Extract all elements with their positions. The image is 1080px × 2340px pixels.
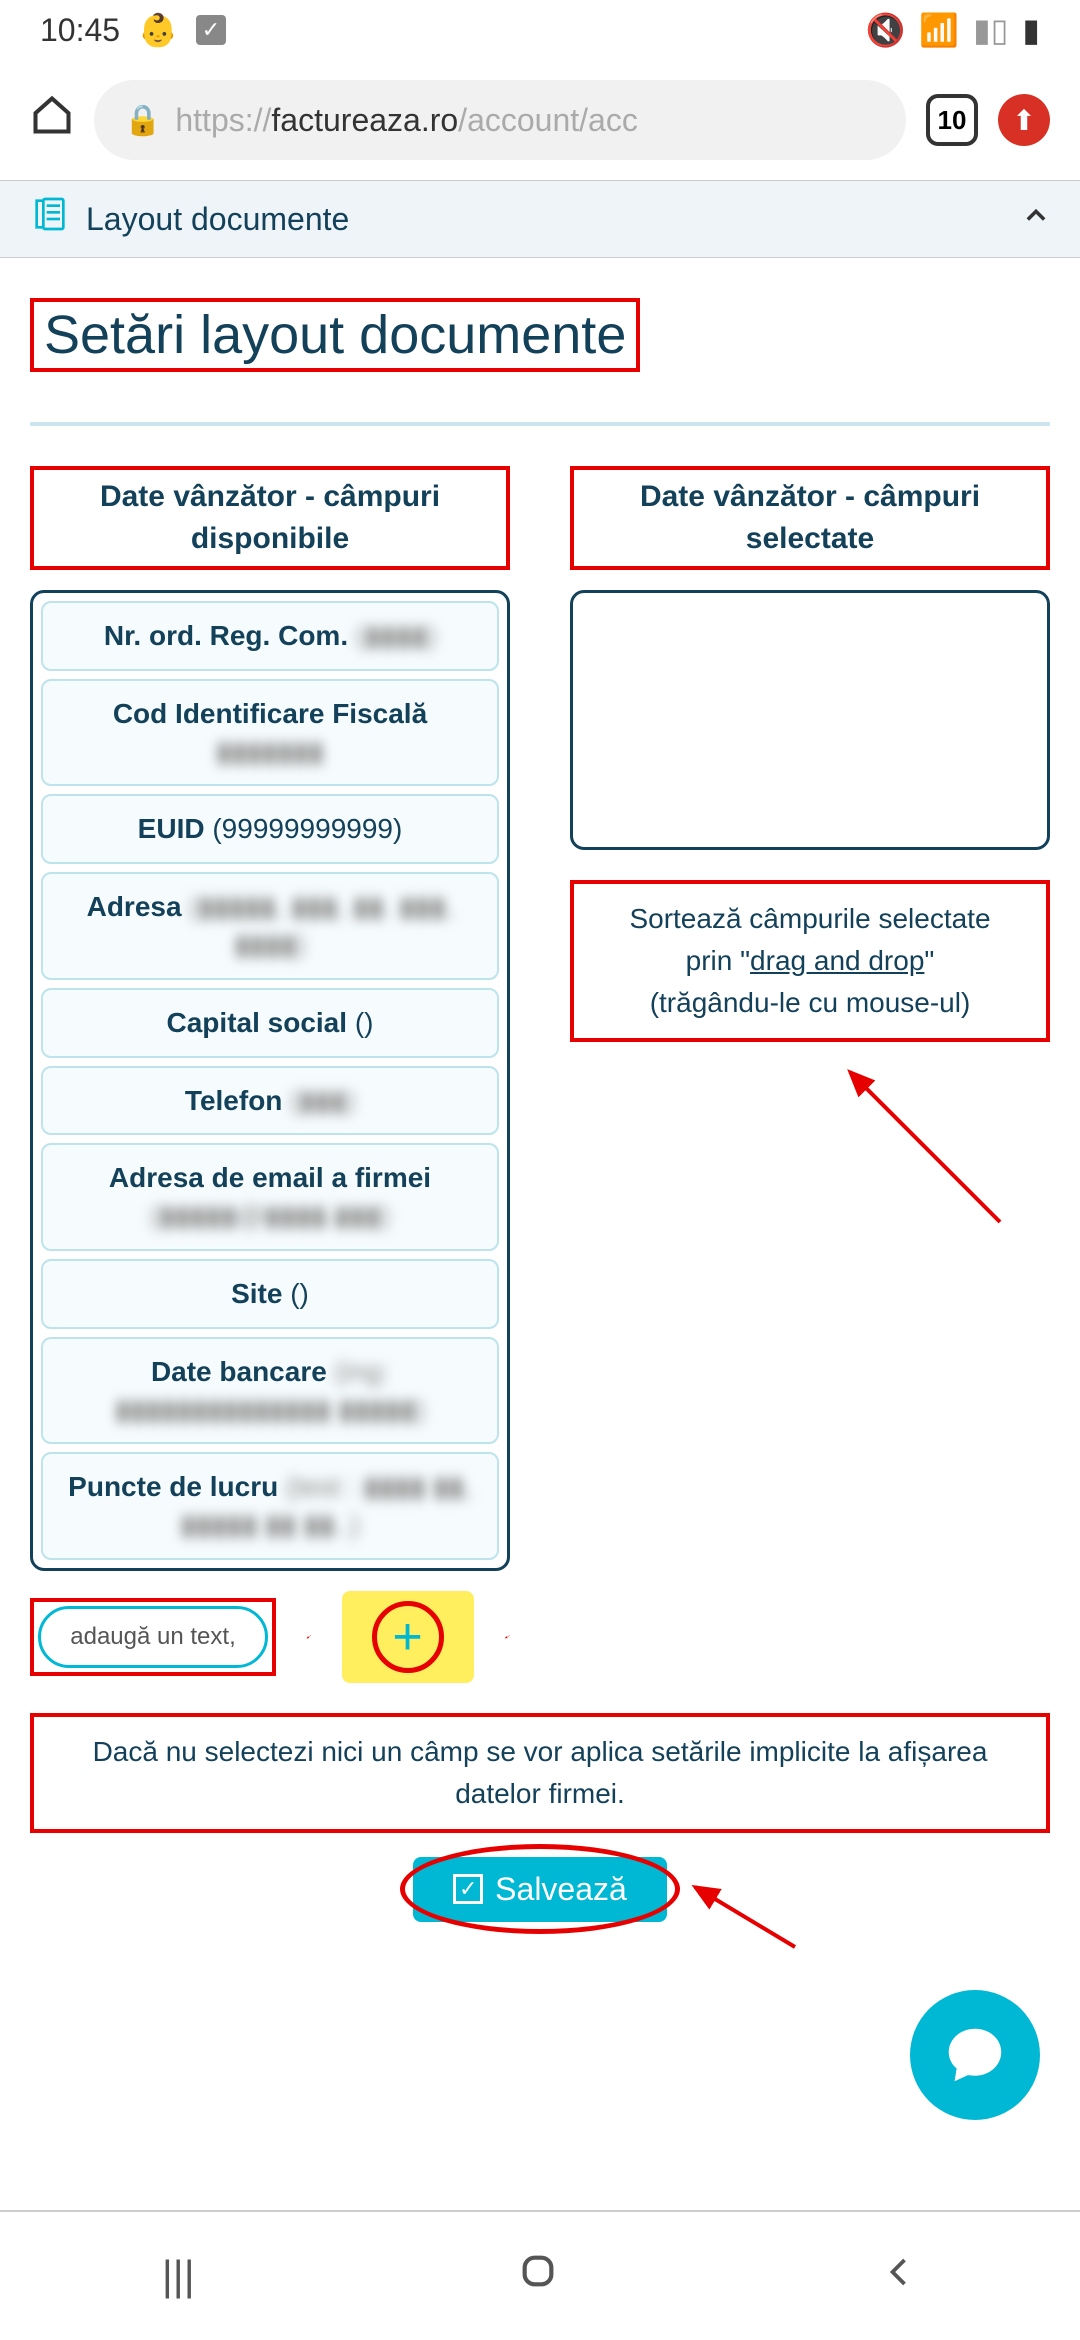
notif-icon: 👶: [138, 11, 178, 49]
url-path: /account/acc: [458, 102, 638, 139]
selected-fields-box[interactable]: [570, 590, 1050, 850]
available-fields-box: Nr. ord. Reg. Com. (▮▮▮▮) Cod Identifica…: [30, 590, 510, 1571]
divider: [30, 422, 1050, 426]
section-header[interactable]: Layout documente: [0, 180, 1080, 258]
drag-hint: Sortează câmpurile selectate prin "drag …: [570, 880, 1050, 1042]
save-button[interactable]: ✓ Salvează: [413, 1857, 667, 1922]
layout-icon: [30, 194, 70, 244]
field-item[interactable]: Cod Identificare Fiscală▮▮▮▮▮▮▮: [41, 679, 499, 787]
annotation-arrow: [830, 1052, 1010, 1232]
status-bar: 10:45 👶 ✓ 🔇 📶 ▮▯ ▮: [0, 0, 1080, 60]
add-text-input[interactable]: adaugă un text,: [38, 1606, 268, 1668]
add-text-highlight: adaugă un text,: [30, 1598, 276, 1676]
chat-button[interactable]: [910, 1990, 1040, 2120]
notif-icon: ✓: [196, 15, 226, 45]
annotation-arrow: [306, 1607, 312, 1667]
section-title: Layout documente: [86, 201, 349, 238]
wifi-icon: 📶: [919, 11, 959, 49]
mute-icon: 🔇: [865, 11, 905, 49]
field-item[interactable]: Capital social (): [41, 988, 499, 1058]
add-button[interactable]: +: [372, 1601, 444, 1673]
field-item[interactable]: EUID (99999999999): [41, 794, 499, 864]
home-button[interactable]: [518, 2251, 558, 2301]
add-button-highlight: +: [342, 1591, 474, 1683]
field-item[interactable]: Telefon (▮▮▮): [41, 1066, 499, 1136]
field-item[interactable]: Date bancare (ing: ▮▮▮▮▮▮▮▮▮▮▮▮▮▮ ▮▮▮▮▮): [41, 1337, 499, 1445]
available-fields-title: Date vânzător - câmpuri disponibile: [30, 466, 510, 570]
battery-icon: ▮: [1022, 11, 1040, 49]
annotation-arrow: [504, 1607, 510, 1667]
back-button[interactable]: [882, 2252, 918, 2300]
lock-icon: 🔒: [124, 103, 161, 138]
field-item[interactable]: Adresa (▮▮▮▮▮, ▮▮▮, ▮▮. ▮▮▮, ▮▮▮▮): [41, 872, 499, 980]
selected-fields-title: Date vânzător - câmpuri selectate: [570, 466, 1050, 570]
update-icon[interactable]: ⬆: [998, 94, 1050, 146]
browser-bar: 🔒 https://factureaza.ro/account/acc 10 ⬆: [0, 60, 1080, 180]
nav-bar: |||: [0, 2210, 1080, 2340]
field-item[interactable]: Adresa de email a firmei(▮▮▮▮▮@▮▮▮▮.▮▮▮): [41, 1143, 499, 1251]
clock: 10:45: [40, 12, 120, 49]
field-item[interactable]: Nr. ord. Reg. Com. (▮▮▮▮): [41, 601, 499, 671]
field-item[interactable]: Site (): [41, 1259, 499, 1329]
signal-icon: ▮▯: [973, 11, 1008, 49]
info-note: Dacă nu selectezi nici un câmp se vor ap…: [30, 1713, 1050, 1833]
url-protocol: https://: [175, 102, 271, 139]
home-icon[interactable]: [30, 93, 74, 148]
check-icon: ✓: [453, 1874, 483, 1904]
annotation-arrow: [680, 1867, 800, 1957]
tab-switcher[interactable]: 10: [926, 94, 978, 146]
page-title: Setări layout documente: [30, 298, 640, 372]
url-bar[interactable]: 🔒 https://factureaza.ro/account/acc: [94, 80, 906, 160]
url-host: factureaza.ro: [271, 102, 458, 139]
chevron-up-icon: [1022, 201, 1050, 238]
recents-button[interactable]: |||: [162, 2252, 195, 2300]
field-item[interactable]: Puncte de lucru (test : ▮▮▮▮ ▮▮, ▮▮▮▮▮ ▮…: [41, 1452, 499, 1560]
